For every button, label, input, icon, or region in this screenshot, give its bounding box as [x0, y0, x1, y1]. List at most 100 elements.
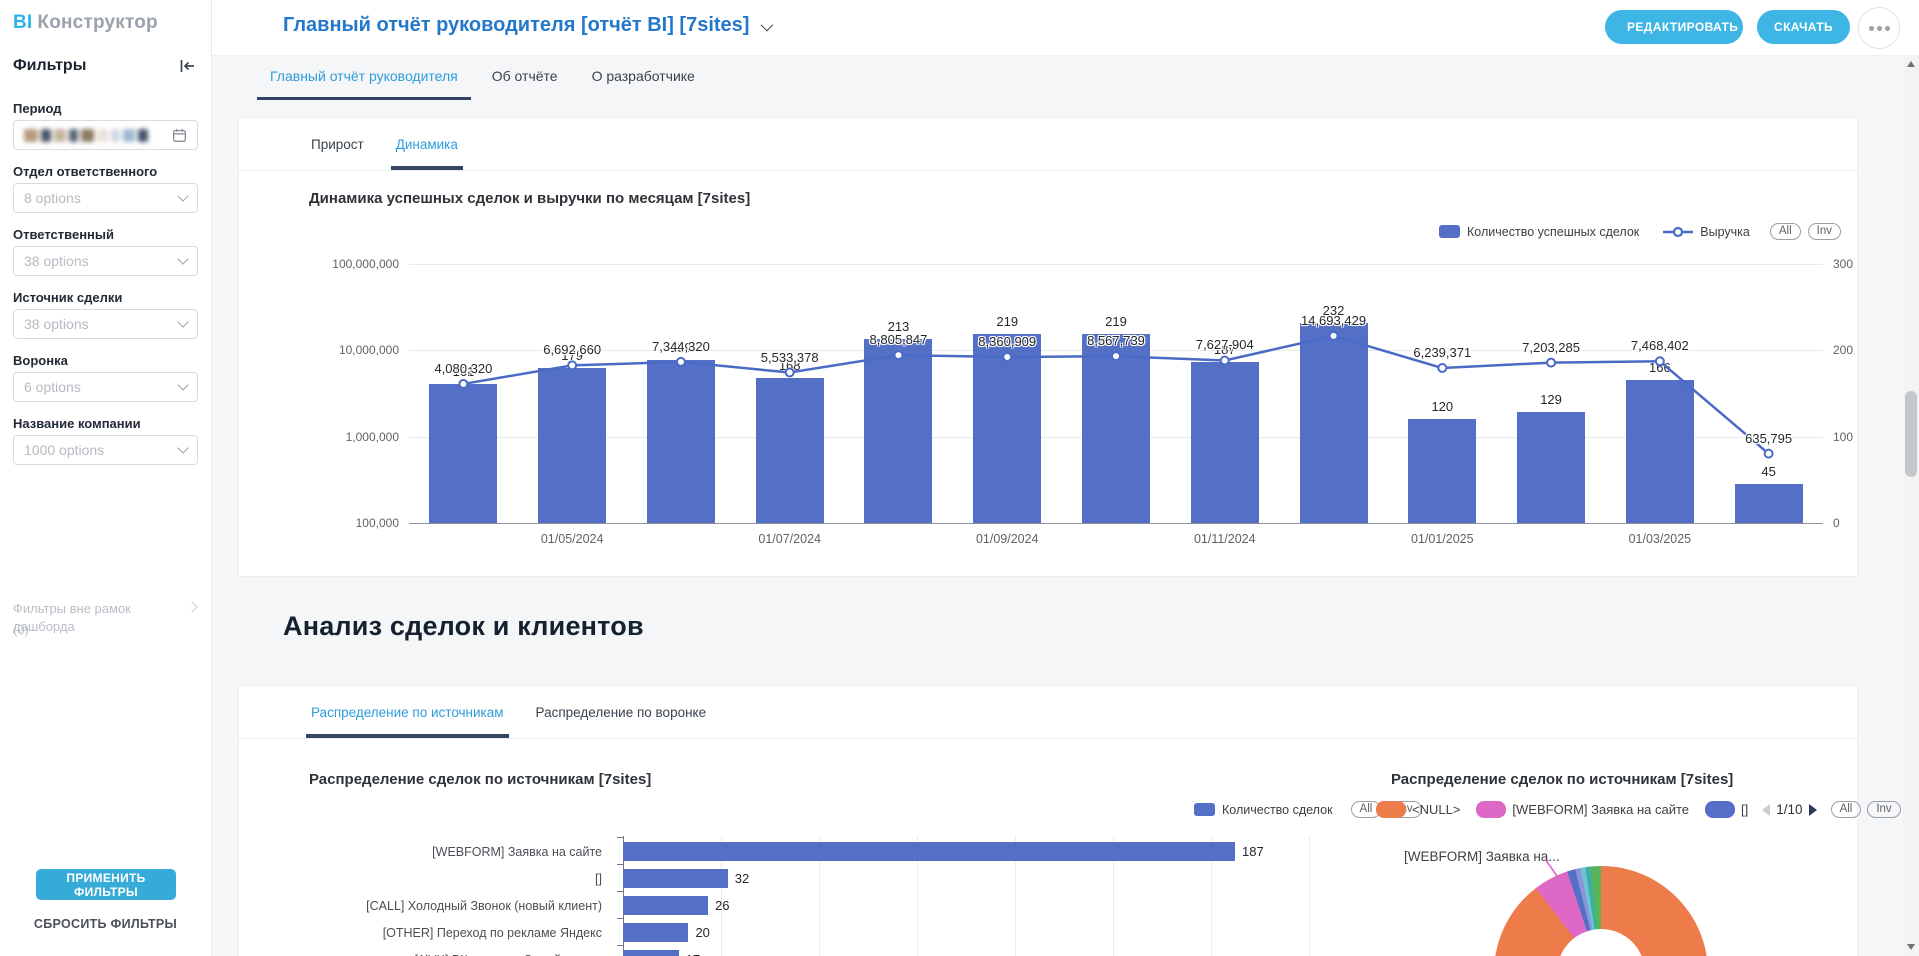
line-point [1654, 356, 1665, 367]
line-legend-label[interactable]: Выручка [1700, 224, 1750, 239]
hbar-bar[interactable] [623, 869, 728, 888]
line-point [1002, 352, 1013, 363]
deal-count-bar[interactable] [973, 333, 1042, 523]
right-axis-tick: 0 [1833, 516, 1840, 530]
bar-value-label: 219 [996, 313, 1019, 329]
hbar-bar[interactable] [623, 842, 1235, 861]
filter-label-1: Ответственный [13, 227, 114, 242]
deal-count-bar[interactable] [864, 339, 933, 523]
filter-select-0[interactable]: 8 options [13, 183, 198, 213]
collapse-sidebar-icon[interactable] [178, 58, 196, 74]
scrollbar-track[interactable] [1903, 55, 1919, 956]
hbar-bar[interactable] [623, 950, 679, 956]
scrollbar-up-arrow[interactable] [1907, 61, 1915, 67]
hbar-bar[interactable] [623, 896, 709, 915]
x-axis-tick: 01/11/2024 [1193, 532, 1256, 546]
deal-count-bar[interactable] [1408, 419, 1477, 523]
hbar-category-label: [WEBFORM] Заявка на сайте [432, 844, 602, 859]
deal-count-bar[interactable] [538, 368, 607, 523]
scrollbar-down-arrow[interactable] [1907, 944, 1915, 950]
legend-all-button[interactable]: All [1769, 223, 1801, 240]
hbar-legend-swatch[interactable] [1194, 803, 1215, 816]
line-point [1219, 355, 1230, 366]
blurred-date-value [24, 128, 172, 142]
dynamics-card: Прирост Динамика Динамика успешных сдело… [238, 117, 1858, 577]
filter-label-4: Название компании [13, 416, 141, 431]
download-button[interactable]: СКАЧАТЬ [1757, 10, 1850, 44]
deal-count-bar[interactable] [1082, 333, 1150, 523]
tab-separator [239, 170, 1857, 171]
line-legend-icon[interactable] [1663, 226, 1694, 238]
deal-count-bar[interactable] [1734, 484, 1803, 523]
hbar-bar[interactable] [623, 923, 689, 942]
period-label: Период [13, 101, 62, 116]
analysis-card-tabs: Распределение по источникам Распределени… [306, 686, 707, 738]
pie-inv-button[interactable]: Inv [1867, 801, 1901, 818]
edit-button[interactable]: РЕДАКТИРОВАТЬ [1605, 10, 1743, 44]
chevron-down-icon [177, 442, 189, 454]
hbar-row: [WEBFORM] Заявка на сайте 187 [243, 838, 1343, 865]
bars-legend-swatch[interactable] [1439, 225, 1461, 238]
line-point [893, 350, 904, 361]
deal-count-bar[interactable] [1299, 322, 1368, 523]
report-title-dropdown[interactable]: Главный отчёт руководителя [отчёт BI] [7… [283, 14, 774, 37]
pie-legend-label-null[interactable]: <NULL> [1412, 802, 1461, 817]
logo-name: Конструктор [37, 12, 158, 33]
filter-select-2[interactable]: 38 options [13, 309, 198, 339]
more-options-button[interactable] [1858, 7, 1900, 49]
bar-value-label: 187 [1213, 341, 1236, 357]
hbar-legend-label[interactable]: Количество сделок [1222, 802, 1333, 817]
left-axis-tick: 10,000,000 [338, 343, 399, 358]
hbar-value-label: 32 [734, 871, 750, 886]
chevron-down-icon [177, 253, 189, 265]
page-tab-0[interactable]: Главный отчёт руководителя [257, 68, 471, 100]
deal-count-bar[interactable] [1190, 361, 1259, 523]
period-date-input[interactable] [13, 120, 198, 150]
pie-legend-swatch-webform[interactable] [1476, 801, 1507, 818]
filter-select-4[interactable]: 1000 options [13, 435, 198, 465]
revenue-value-label: 5,533,378 [760, 349, 819, 365]
reset-filters-button[interactable]: СБРОСИТЬ ФИЛЬТРЫ [33, 917, 178, 931]
page-tab-1[interactable]: Об отчёте [491, 68, 558, 84]
deal-count-bar[interactable] [755, 377, 824, 523]
bar-value-label: 161 [452, 364, 475, 379]
pie-legend-label-webform[interactable]: [WEBFORM] Заявка на сайте [1512, 802, 1690, 817]
left-axis-tick: 100,000 [355, 516, 399, 530]
x-axis-tick: 01/05/2024 [540, 532, 604, 546]
tab-dinamika[interactable]: Динамика [390, 118, 464, 170]
pie-legend-swatch-null[interactable] [1376, 801, 1406, 818]
apply-filters-button[interactable]: ПРИМЕНИТЬ ФИЛЬТРЫ [36, 869, 176, 900]
bars-legend-label[interactable]: Количество успешных сделок [1467, 224, 1640, 239]
filter-select-3[interactable]: 6 options [13, 372, 198, 402]
chevron-down-icon [761, 18, 774, 32]
line-point [1546, 357, 1557, 368]
deal-count-bar[interactable] [646, 359, 715, 523]
filter-select-value: 38 options [24, 316, 89, 332]
outer-filters-label[interactable]: Фильтры вне рамок дашборда [13, 601, 131, 634]
pie-chart-title: Распределение сделок по источникам [7sit… [1391, 771, 1734, 788]
deal-count-bar[interactable] [1625, 379, 1694, 523]
donut-chart[interactable] [1494, 866, 1708, 956]
chevron-right-icon[interactable] [186, 601, 198, 613]
hbar-value-label: 20 [695, 925, 710, 940]
pie-legend-label-empty[interactable]: [] [1741, 802, 1749, 817]
app-logo: BI Конструктор [13, 12, 158, 34]
h-gridline [409, 264, 1823, 265]
tab-prirost[interactable]: Прирост [311, 136, 364, 152]
revenue-value-label: 4,080,320 [434, 360, 493, 376]
legend-prev-page-icon[interactable] [1762, 803, 1771, 816]
scrollbar-thumb[interactable] [1905, 391, 1917, 477]
deal-count-bar[interactable] [1517, 411, 1586, 523]
legend-inv-button[interactable]: Inv [1807, 223, 1841, 240]
hbar-value-label: 26 [715, 898, 730, 913]
page-tab-2[interactable]: О разработчике [591, 68, 695, 84]
tab-by-funnel[interactable]: Распределение по воронке [535, 704, 707, 720]
hbar-row: [CALL] Холодный Звонок (новый клиент) 26 [243, 892, 1343, 919]
pie-all-button[interactable]: All [1830, 801, 1862, 818]
pie-legend-swatch-empty[interactable] [1705, 801, 1736, 818]
bar-value-label: 45 [1761, 464, 1776, 480]
tab-by-source[interactable]: Распределение по источникам [306, 686, 509, 738]
filter-select-1[interactable]: 38 options [13, 246, 198, 276]
legend-next-page-icon[interactable] [1808, 803, 1817, 816]
deal-count-bar[interactable] [429, 384, 498, 523]
